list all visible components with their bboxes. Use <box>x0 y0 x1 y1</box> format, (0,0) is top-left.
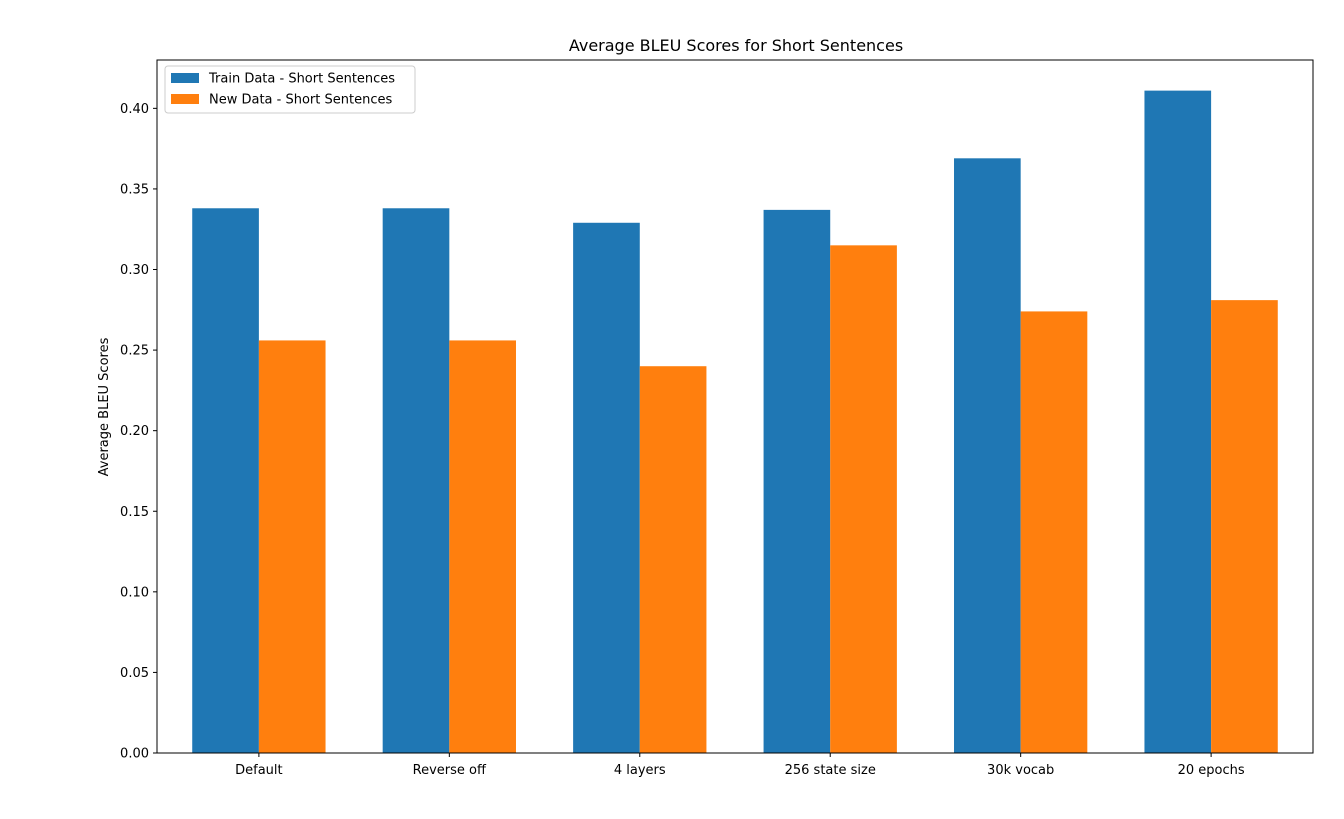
bar-series-1-6 <box>1144 90 1212 754</box>
y-tick-label: 0.30 <box>120 263 149 278</box>
bar-series-1-2 <box>382 208 450 753</box>
legend-label-1: Train Data - Short Sentences <box>208 72 395 87</box>
bar-series-1-4 <box>763 209 831 753</box>
y-tick-label: 0.25 <box>120 344 149 359</box>
bar-series-2-1 <box>258 340 326 753</box>
y-tick-label: 0.15 <box>120 505 149 520</box>
bar-series-1-3 <box>573 222 640 753</box>
x-tick-label: 4 layers <box>614 763 666 778</box>
legend: Train Data - Short Sentences New Data - S… <box>164 65 416 114</box>
bar-series-2-3 <box>639 366 707 753</box>
y-tick-label: 0.35 <box>120 182 149 197</box>
x-tick-label: Reverse off <box>413 763 487 778</box>
bar-series-2-4 <box>830 245 897 753</box>
y-tick-label: 0.10 <box>120 585 149 600</box>
legend-swatch-2 <box>171 94 199 104</box>
bar-series-2-6 <box>1211 300 1278 753</box>
x-tick-label: 256 state size <box>785 763 876 778</box>
y-tick-label: 0.05 <box>120 666 149 681</box>
y-tick-label: 0.40 <box>120 102 149 117</box>
x-tick-label: 30k vocab <box>987 763 1054 778</box>
y-axis: 0.00 0.05 0.10 0.15 0.20 0.25 0.30 0.35 0.40 <box>120 102 157 762</box>
plot-frame <box>156 59 1314 754</box>
y-tick-label: 0.00 <box>120 747 149 762</box>
x-tick-label: Default <box>235 763 283 778</box>
bar-series-1-1 <box>192 208 259 753</box>
legend-label-2: New Data - Short Sentences <box>209 93 392 108</box>
y-tick-label: 0.20 <box>120 424 149 439</box>
legend-box <box>164 65 416 114</box>
bar-series-2-5 <box>1020 311 1088 753</box>
bars-group <box>192 90 1278 754</box>
bar-series-2-2 <box>449 340 516 753</box>
chart-title: Average BLEU Scores for Short Sentences <box>569 36 903 55</box>
x-tick-label: 20 epochs <box>1178 763 1245 778</box>
legend-swatch-1 <box>171 73 199 83</box>
x-axis: Default Reverse off 4 layers 256 state size… <box>235 753 1245 778</box>
bar-series-1-5 <box>954 158 1021 753</box>
y-axis-label: Average BLEU Scores <box>97 337 112 476</box>
